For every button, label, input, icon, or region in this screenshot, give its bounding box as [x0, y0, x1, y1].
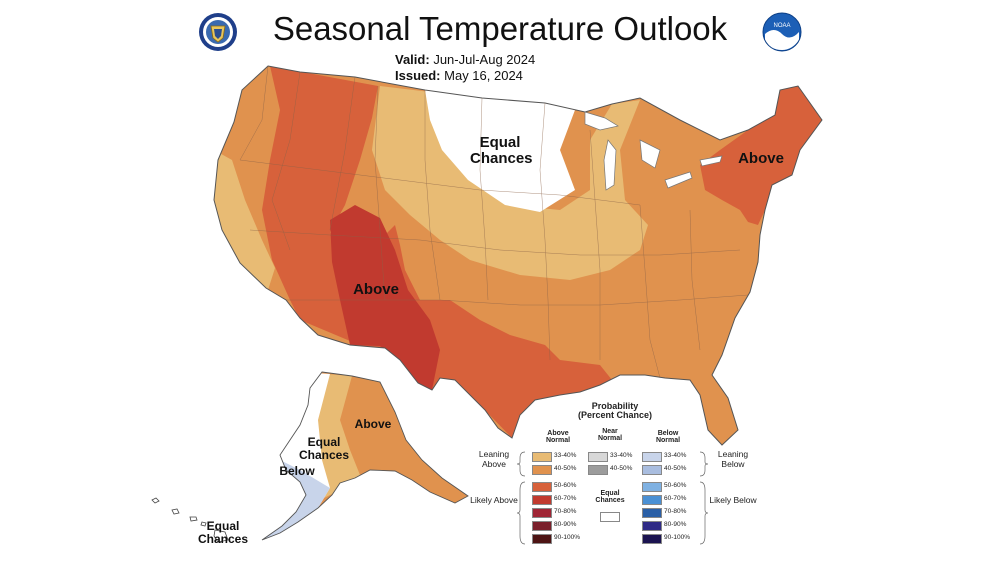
legend-leaning-above: Leaning Above [478, 449, 510, 469]
lake-superior [584, 111, 619, 131]
label-above-40-50: 40-50% [554, 465, 577, 472]
alaska-above-label: Above [354, 417, 392, 431]
legend-title: Probability (Percent Chance) [560, 401, 670, 421]
legend-leaning-below: Leaning Below [717, 449, 749, 469]
conus-outline [213, 65, 823, 446]
page-title: Seasonal Temperature Outlook [272, 10, 728, 47]
valid-line: Valid: Jun-Jul-Aug 2024 [395, 52, 535, 67]
swatch-above-90-100 [532, 534, 552, 544]
zone-south-50-60 [350, 225, 612, 438]
issued-label: Issued: [395, 68, 441, 83]
swatch-above-70-80 [532, 508, 552, 518]
commerce-seal-icon [199, 13, 237, 51]
legend-equal-chances-label: Equal Chances [595, 490, 625, 505]
legend-col-below: Below Normal [655, 430, 681, 445]
state-lines [239, 65, 749, 379]
zone-coast-33-40 [214, 150, 275, 290]
swatch-below-90-100 [642, 534, 662, 544]
label-above-33-40: 33-40% [554, 452, 577, 459]
label-below-70-80: 70-80% [664, 508, 687, 515]
swatch-below-80-90 [642, 521, 662, 531]
swatch-below-60-70 [642, 495, 662, 505]
hawaii-equal-label: Equal Chances [197, 519, 249, 546]
swatch-below-40-50 [642, 465, 662, 475]
lake-ontario [699, 155, 723, 167]
label-below-80-90: 80-90% [664, 521, 687, 528]
legend-title-line1: Probability [591, 401, 639, 411]
label-below-90-100: 90-100% [664, 534, 691, 541]
zone-northern-33-40 [372, 86, 648, 280]
swatch-above-80-90 [532, 521, 552, 531]
equal-chances-label: Equal Chances [455, 135, 545, 167]
swatch-below-50-60 [642, 482, 662, 492]
swatch-below-70-80 [642, 508, 662, 518]
legend-braces [516, 451, 709, 545]
alaska-shading [262, 372, 468, 540]
swatch-above-33-40 [532, 452, 552, 462]
swatch-above-40-50 [532, 465, 552, 475]
alaska-equal-label: Equal Chances [298, 435, 350, 462]
zone-equal-chances [425, 90, 575, 212]
swatch-above-50-60 [532, 482, 552, 492]
zone-northeast-50-60 [700, 86, 822, 225]
label-below-60-70: 60-70% [664, 495, 687, 502]
alaska-below-label: Below [279, 464, 315, 478]
zone-west-50-60 [262, 66, 378, 346]
valid-value: Jun-Jul-Aug 2024 [433, 52, 536, 67]
equal-chances-label-text: Equal Chances [470, 134, 533, 167]
legend-col-above: Above Normal [545, 430, 571, 445]
label-near-40-50: 40-50% [610, 465, 633, 472]
above-southwest-label: Above [353, 281, 399, 298]
label-above-70-80: 70-80% [554, 508, 577, 515]
label-below-50-60: 50-60% [664, 482, 687, 489]
legend-title-line2: (Percent Chance) [577, 410, 653, 421]
label-below-40-50: 40-50% [664, 465, 687, 472]
legend-likely-above: Likely Above [470, 495, 518, 505]
valid-label: Valid: [395, 52, 430, 67]
issued-value: May 16, 2024 [444, 68, 523, 83]
lake-huron [639, 139, 661, 169]
swatch-near-40-50 [588, 465, 608, 475]
swatch-near-33-40 [588, 452, 608, 462]
label-above-50-60: 50-60% [554, 482, 577, 489]
swatch-above-60-70 [532, 495, 552, 505]
alaska-outline [261, 371, 469, 541]
noaa-logo-icon: NOAA [762, 12, 802, 52]
hawaii-islands [151, 497, 229, 543]
label-below-33-40: 33-40% [664, 452, 687, 459]
probability-legend: Probability (Percent Chance) Above Norma… [470, 400, 760, 550]
legend-likely-below: Likely Below [709, 495, 757, 505]
noaa-logo-text: NOAA [773, 23, 790, 29]
lake-erie [664, 171, 693, 189]
label-above-90-100: 90-100% [554, 534, 581, 541]
label-near-33-40: 33-40% [610, 452, 633, 459]
swatch-equal-chances [600, 512, 620, 522]
swatch-below-33-40 [642, 452, 662, 462]
label-above-60-70: 60-70% [554, 495, 577, 502]
above-northeast-label: Above [738, 150, 784, 167]
legend-col-near: Near Normal [597, 428, 623, 443]
lake-michigan [603, 139, 617, 191]
label-above-80-90: 80-90% [554, 521, 577, 528]
issued-line: Issued: May 16, 2024 [395, 68, 523, 83]
